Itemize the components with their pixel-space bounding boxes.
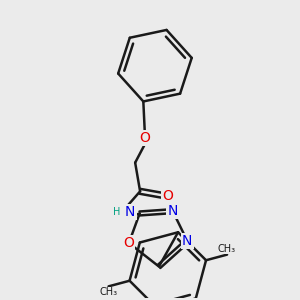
- Text: CH₃: CH₃: [100, 287, 118, 297]
- Text: O: O: [162, 189, 173, 203]
- Text: N: N: [168, 204, 178, 218]
- Text: N: N: [182, 234, 193, 248]
- Text: O: O: [123, 236, 134, 250]
- Text: CH₃: CH₃: [218, 244, 236, 254]
- Text: O: O: [140, 131, 151, 145]
- Text: H: H: [113, 207, 120, 217]
- Text: N: N: [125, 205, 135, 219]
